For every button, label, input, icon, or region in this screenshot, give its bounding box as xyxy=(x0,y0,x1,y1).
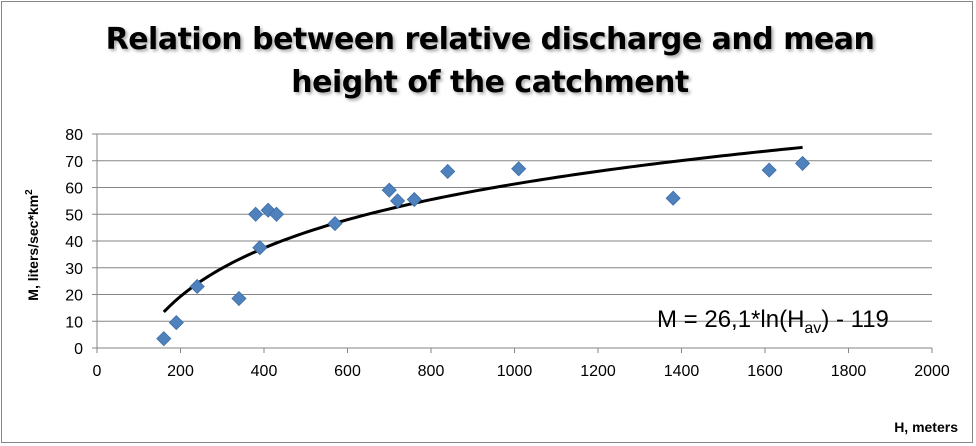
data-point-3 xyxy=(189,278,205,295)
data-point-15 xyxy=(665,190,681,206)
chart-title: Relation between relative discharge and … xyxy=(80,18,900,104)
trendline-equation: M = 26,1*ln(Hav) - 119 xyxy=(657,306,889,337)
y-tick-label-0: 0 xyxy=(74,341,83,358)
data-point-14 xyxy=(511,161,527,177)
y-axis-title-text: M, liters/sec*km xyxy=(25,195,41,301)
y-tick-label-20: 20 xyxy=(65,288,83,305)
data-point-13 xyxy=(440,163,456,180)
y-tick-label-70: 70 xyxy=(65,154,83,171)
chart-title-line-1: Relation between relative discharge and … xyxy=(105,22,875,57)
data-point-8 xyxy=(268,206,285,222)
x-tick-label-2000: 2000 xyxy=(914,363,950,380)
data-point-1 xyxy=(156,331,172,347)
equation-subscript: av xyxy=(804,320,821,337)
x-tick-label-800: 800 xyxy=(418,363,445,380)
y-tick-labels: 0 10 20 30 40 50 60 70 80 xyxy=(65,127,83,358)
x-tick-label-1400: 1400 xyxy=(664,363,700,380)
equation-suffix: ) - 119 xyxy=(821,306,889,333)
axes xyxy=(92,133,933,353)
y-tick-label-30: 30 xyxy=(65,261,83,278)
x-tick-label-200: 200 xyxy=(167,363,194,380)
data-point-6 xyxy=(252,240,268,256)
gridlines xyxy=(97,133,932,322)
y-tick-label-10: 10 xyxy=(65,314,83,331)
x-tick-label-1600: 1600 xyxy=(747,363,783,380)
data-point-5 xyxy=(248,206,264,222)
y-tick-label-80: 80 xyxy=(65,127,83,144)
data-point-9 xyxy=(327,216,343,232)
x-tick-label-0: 0 xyxy=(93,363,102,380)
y-axis-title-superscript: 2 xyxy=(24,189,35,195)
x-tick-label-600: 600 xyxy=(334,363,361,380)
chart-title-line-2: height of the catchment xyxy=(291,65,689,100)
x-tick-label-1800: 1800 xyxy=(831,363,867,380)
data-point-2 xyxy=(168,315,184,331)
data-points xyxy=(156,155,811,347)
data-point-17 xyxy=(795,155,811,171)
x-tick-label-1200: 1200 xyxy=(580,363,616,380)
data-point-16 xyxy=(761,162,777,178)
x-tick-label-400: 400 xyxy=(251,363,278,380)
y-tick-label-60: 60 xyxy=(65,181,83,198)
equation-prefix: M = 26,1*ln(H xyxy=(657,306,804,333)
data-point-4 xyxy=(231,290,247,307)
x-tick-labels: 0 200 400 600 800 1000 1200 1400 1600 1800 2000 xyxy=(93,363,950,380)
data-point-10 xyxy=(381,182,397,198)
y-tick-label-40: 40 xyxy=(65,234,83,251)
y-tick-label-50: 50 xyxy=(65,207,83,224)
y-axis-title: M, liters/sec*km2 xyxy=(24,189,41,301)
x-axis-title: H, meters xyxy=(894,419,958,435)
data-point-11 xyxy=(390,193,406,209)
data-point-12 xyxy=(406,191,422,208)
x-tick-label-1000: 1000 xyxy=(497,363,533,380)
trendline xyxy=(162,145,803,314)
